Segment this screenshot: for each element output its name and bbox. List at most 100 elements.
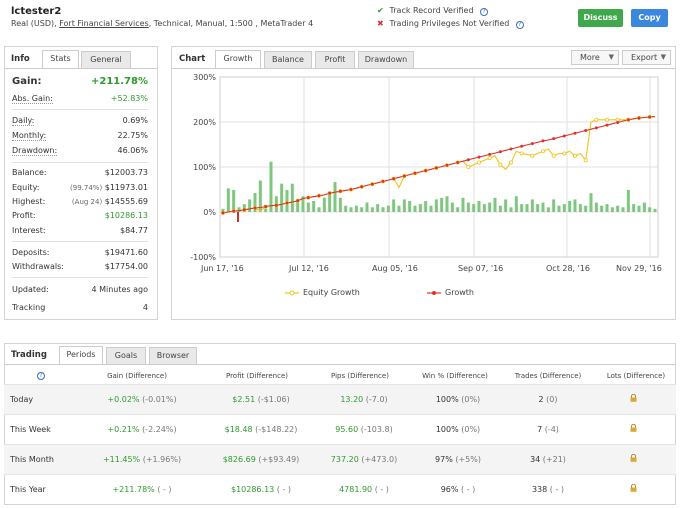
tab-general[interactable]: General (81, 51, 131, 68)
daily-bar (621, 207, 625, 212)
track-record-label: Track Record Verified (389, 6, 474, 15)
column-header: Gain (Difference) (107, 372, 167, 380)
daily-bar (589, 193, 593, 212)
growth-point (402, 174, 406, 178)
tab-growth[interactable]: Growth (215, 50, 261, 68)
deposits-row: Deposits: $19471.60 (12, 248, 148, 261)
deposits-value: $19471.60 (104, 248, 148, 257)
cross-icon: ✖ (377, 19, 384, 28)
copy-button[interactable]: Copy (631, 9, 668, 27)
growth-point (264, 205, 268, 209)
tab-browser[interactable]: Browser (149, 347, 197, 364)
gain-value: +11.45% (102, 455, 141, 464)
tracking-label: Tracking (12, 303, 46, 312)
daily-bar (445, 196, 449, 212)
tracking-value: 4 (142, 303, 148, 312)
daily-bar (317, 207, 321, 212)
legend-growth[interactable]: Growth (427, 288, 474, 297)
column-header: Pips (Difference) (331, 372, 389, 380)
trading-panel (4, 343, 676, 505)
tab-stats[interactable]: Stats (42, 50, 79, 68)
daily-bar (653, 208, 657, 212)
lock-icon[interactable] (630, 484, 637, 492)
period-cell: This Week (10, 425, 51, 434)
tab-profit[interactable]: Profit (315, 51, 355, 68)
lock-icon[interactable] (630, 454, 637, 462)
chart-title: Chart (179, 54, 206, 64)
daily-bar (258, 180, 262, 212)
help-icon[interactable]: ? (37, 371, 45, 380)
pips-value: 737.20 (330, 455, 359, 464)
export-dropdown[interactable]: Export ▼ (622, 50, 671, 65)
growth-point (445, 163, 449, 167)
tab-balance[interactable]: Balance (264, 51, 312, 68)
growth-point (541, 139, 545, 143)
daily-bar (552, 199, 556, 212)
y-tick-label: 200% (193, 118, 216, 127)
gain-row: Gain: +211.78% (12, 76, 148, 92)
daily-bar (626, 189, 630, 212)
trades-value: 7 (537, 425, 543, 434)
legend-label: Equity Growth (303, 288, 360, 297)
win-value: 100% (435, 395, 459, 404)
help-icon[interactable]: ? (480, 8, 489, 16)
growth-point (488, 152, 492, 156)
discuss-button[interactable]: Discuss (578, 9, 623, 27)
help-icon[interactable]: ? (515, 21, 524, 29)
daily-bar (306, 202, 310, 212)
equity-row: Equity: (99.74%) $11973.01 (12, 183, 148, 196)
tracking-row: Tracking 4 (12, 303, 148, 316)
tab-divider (5, 364, 675, 365)
profit-diff: (+$93.49) (258, 455, 300, 464)
growth-point (573, 131, 577, 135)
daily-bar (370, 207, 374, 212)
lock-icon[interactable] (630, 424, 637, 432)
daily-bar (386, 205, 390, 212)
tab-drawdown[interactable]: Drawdown (358, 51, 414, 68)
lock-icon[interactable] (630, 394, 637, 402)
daily-bar (285, 189, 289, 212)
balance-value: $12003.73 (104, 168, 148, 177)
daily-bar (237, 207, 241, 212)
daily-bar (290, 183, 294, 212)
chevron-down-icon: ▼ (660, 53, 666, 61)
x-tick-label: Aug 05, '16 (372, 264, 418, 273)
tab-periods[interactable]: Periods (59, 346, 103, 364)
profit-value: $10286.13 (104, 211, 148, 220)
daily-bar (450, 202, 454, 212)
growth-point (328, 191, 332, 195)
profit-value: $2.51 (232, 395, 256, 404)
drawdown-row: Drawdown: 46.06% (12, 146, 148, 159)
trades-value: 34 (530, 455, 541, 464)
daily-bar (605, 204, 609, 212)
broker-link[interactable]: Fort Financial Services (59, 19, 149, 28)
export-label: Export (631, 53, 658, 62)
win-diff: (0%) (461, 395, 481, 404)
legend-equity-growth[interactable]: Equity Growth (285, 288, 360, 297)
equity-point (541, 149, 546, 154)
profit-value: $18.48 (224, 425, 253, 434)
equity-point (573, 153, 578, 158)
daily-bar (466, 202, 470, 212)
x-tick-label: Nov 29, '16 (616, 264, 662, 273)
equity-point (519, 151, 524, 156)
daily-bar (434, 199, 438, 212)
daily-bar (488, 202, 492, 212)
balance-label: Balance: (12, 168, 47, 177)
withdrawals-value: $17754.00 (104, 262, 148, 271)
info-panel (4, 46, 158, 320)
more-dropdown[interactable]: More ▼ (571, 50, 619, 65)
trades-diff: ( - ) (549, 485, 565, 494)
table-row: This Year +211.78% ( - ) $10286.13 ( - ) 47… (4, 474, 676, 504)
table-row: Today +0.02% (-0.01%) $2.51 (-$1.06) 13.20 … (4, 384, 676, 414)
tab-goals[interactable]: Goals (106, 347, 146, 364)
daily-bar (520, 204, 524, 212)
account-currency: Real (USD), (11, 19, 57, 28)
growth-point (594, 126, 598, 130)
growth-point (381, 179, 385, 183)
daily-label: Daily: (12, 116, 35, 126)
profit-diff: (-$1.06) (257, 395, 290, 404)
pips-value: 95.60 (335, 425, 359, 434)
win-cell: 100% (0%) (415, 425, 501, 434)
